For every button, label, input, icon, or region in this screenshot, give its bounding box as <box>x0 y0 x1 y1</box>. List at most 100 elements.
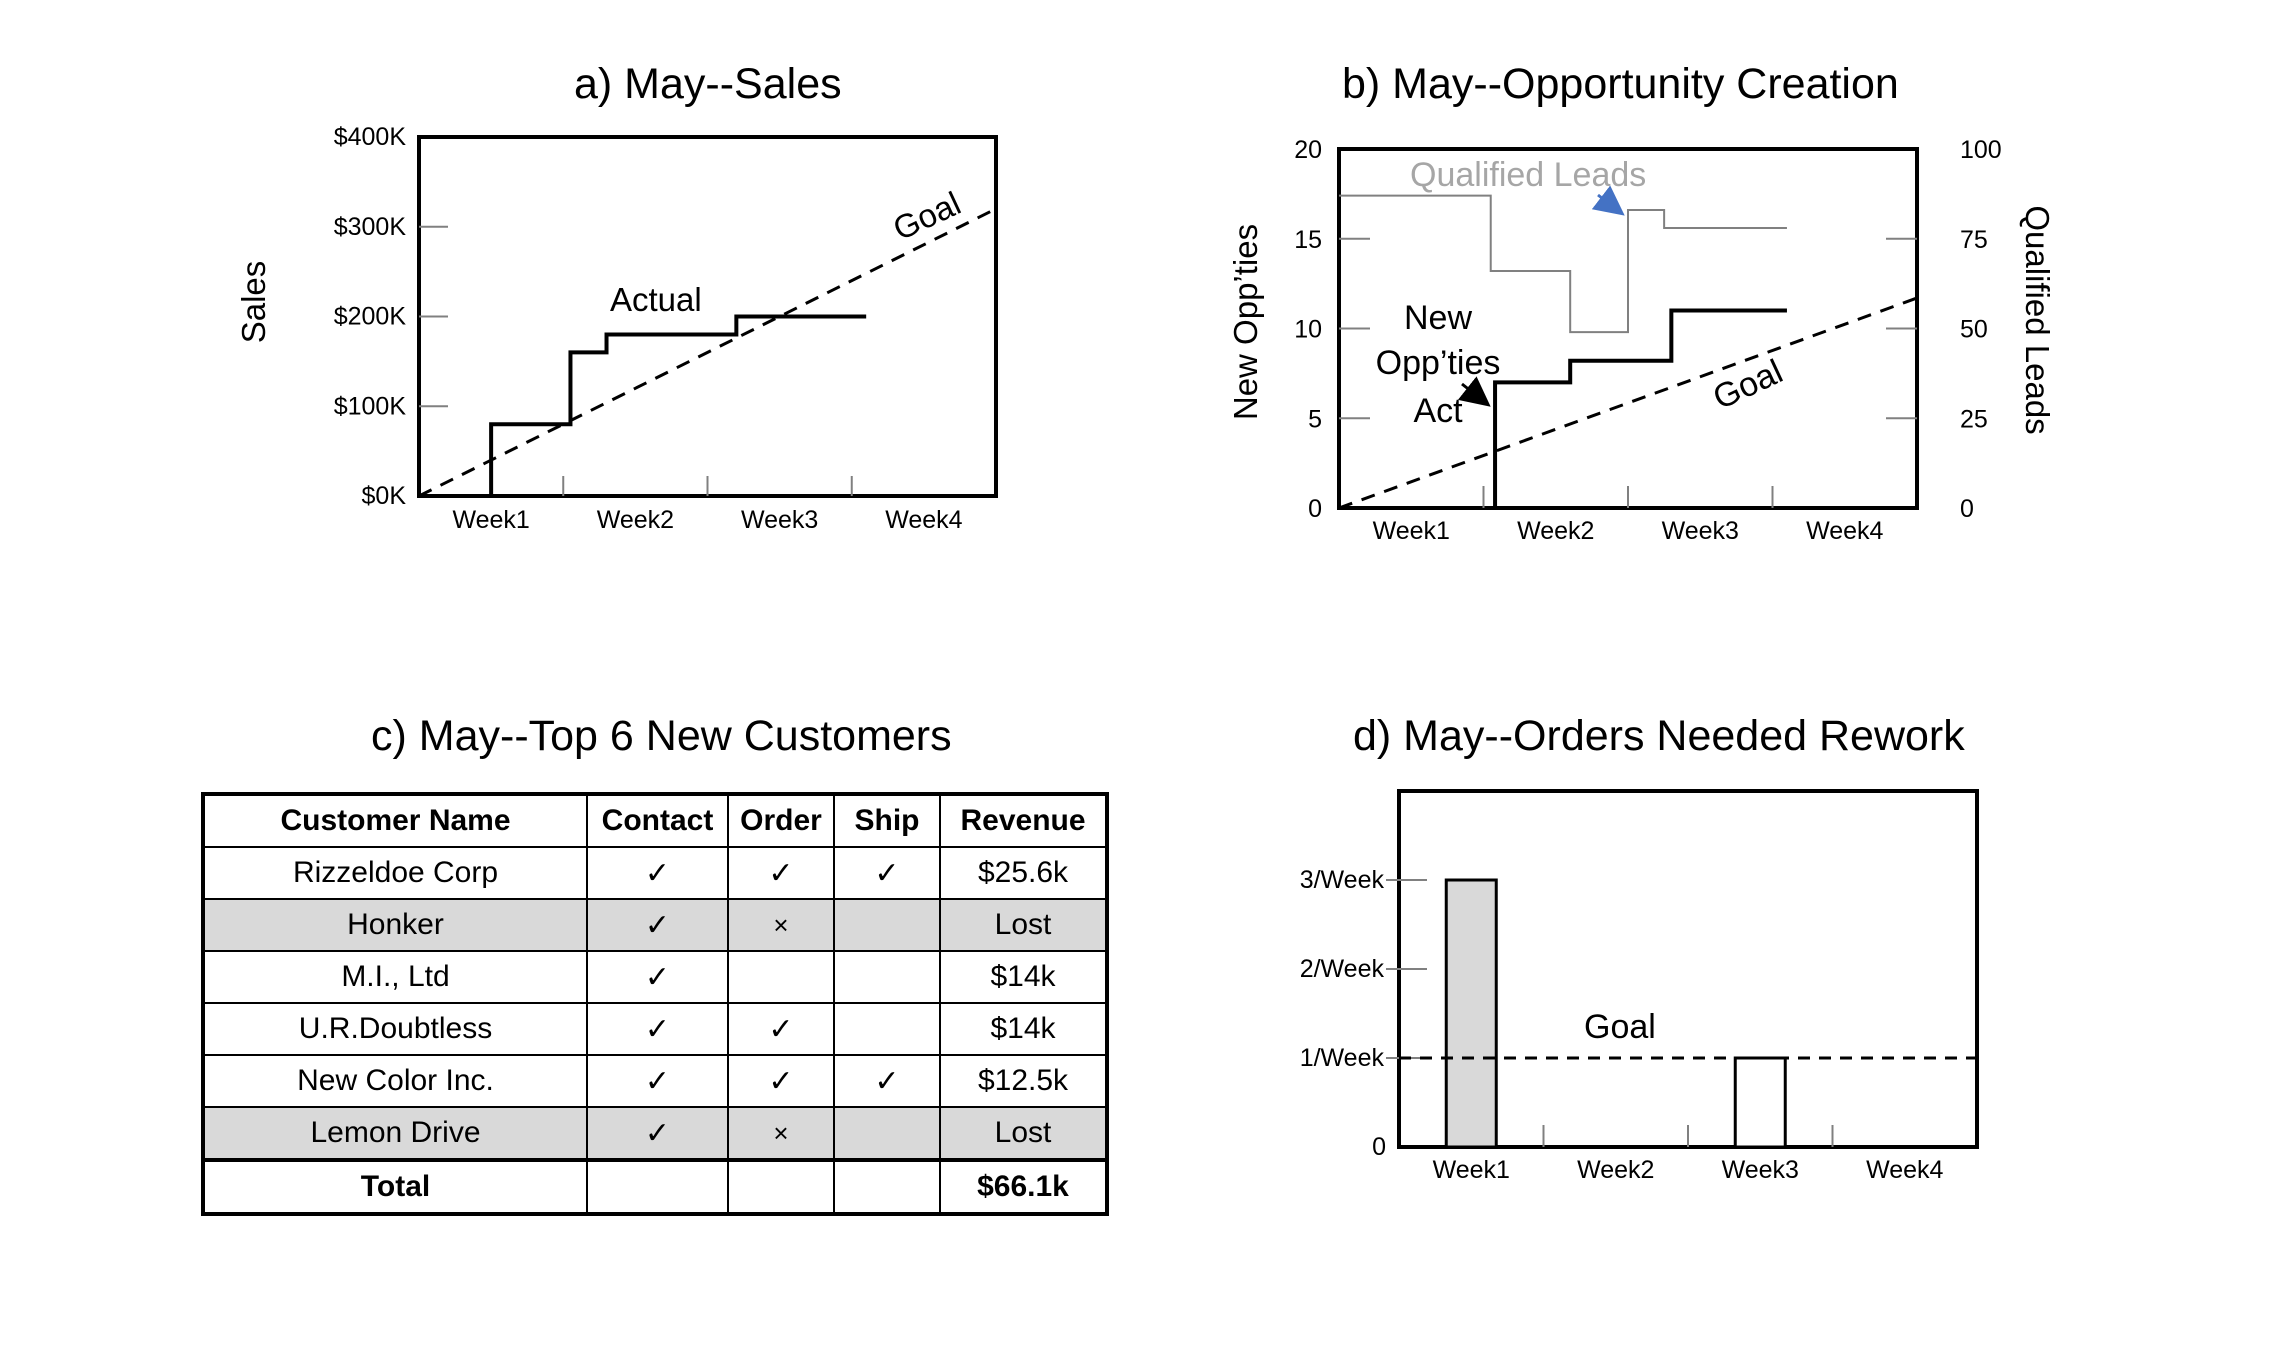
table-row: U.R.Doubtless ✓ ✓ $14k <box>202 1002 1108 1056</box>
status-cell: ✓ <box>586 1106 729 1161</box>
cross-icon: × <box>773 910 789 940</box>
revenue-cell: $25.6k <box>939 846 1108 900</box>
cross-icon: × <box>773 1118 789 1148</box>
table-row: Lemon Drive ✓ × Lost <box>202 1106 1108 1161</box>
status-cell: ✓ <box>586 1054 729 1108</box>
empty-cell <box>833 1158 941 1215</box>
status-cell: ✓ <box>727 846 835 900</box>
table-row: New Color Inc. ✓ ✓ ✓ $12.5k <box>202 1054 1108 1108</box>
x-tick-label: Week2 <box>1517 517 1594 545</box>
qualified-leads-arrow <box>1591 185 1625 216</box>
empty-cell <box>727 1158 835 1215</box>
check-icon: ✓ <box>768 1012 794 1046</box>
y-tick-label: 5 <box>1308 405 1322 433</box>
new-opps-line <box>1493 308 1787 508</box>
revenue-value: $25.6k <box>977 856 1069 889</box>
y-tick-label: 3/Week <box>1300 866 1385 894</box>
sales-chart-title: a) May--Sales <box>574 60 842 108</box>
column-header: Contact <box>586 793 729 848</box>
opportunity-chart: 0 5 10 15 20 0 25 50 75 100 Week1 Week2 Week3 Week4 Ne… <box>1227 136 2056 545</box>
rework-chart: 0 1/Week 2/Week 3/Week Week1 Week2 Week3 Week4 G… <box>1300 866 1977 1184</box>
y-tick-label: $100K <box>334 392 407 420</box>
customer-name-cell: New Color Inc. <box>202 1054 588 1108</box>
sales-plot-frame <box>417 135 998 498</box>
check-icon: ✓ <box>644 1064 671 1098</box>
revenue-cell: $12.5k <box>939 1054 1108 1108</box>
status-cell: ✓ <box>586 950 729 1004</box>
status-cell: ✓ <box>586 1002 729 1056</box>
x-tick-label: Week1 <box>452 506 529 534</box>
goal-line <box>1338 296 1918 510</box>
column-header: Customer Name <box>202 793 588 848</box>
empty-cell <box>586 1158 729 1215</box>
qualified-leads-line <box>1339 194 1787 334</box>
x-tick-label: Week3 <box>1662 517 1739 545</box>
customer-name-cell: Lemon Drive <box>202 1106 588 1161</box>
x-tick-label: Week4 <box>885 506 962 534</box>
revenue-cell: $14k <box>939 1002 1108 1056</box>
bar <box>1733 1056 1787 1149</box>
rework-chart-title: d) May--Orders Needed Rework <box>1353 712 1965 760</box>
y-tick-label: 1/Week <box>1300 1044 1385 1072</box>
status-cell <box>833 950 941 1004</box>
y-tick-label: $300K <box>334 213 407 241</box>
x-tick-label: Week3 <box>1722 1156 1799 1184</box>
status-cell <box>833 1106 941 1161</box>
total-revenue: $66.1k <box>939 1158 1108 1215</box>
check-icon: ✓ <box>644 960 671 994</box>
status-cell: ✓ <box>727 1002 835 1056</box>
customers-table-title: c) May--Top 6 New Customers <box>371 712 952 760</box>
x-tick-label: Week2 <box>1577 1156 1654 1184</box>
sales-chart: $0K $100K $200K $300K $400K Week1 Week2 Week3 We… <box>235 123 997 534</box>
column-header: Ship <box>833 793 941 848</box>
x-tick-label: Week3 <box>741 506 818 534</box>
status-cell: × <box>727 1106 835 1161</box>
revenue-value: $12.5k <box>977 1064 1069 1097</box>
y2-tick-label: 50 <box>1960 316 1988 344</box>
x-tick-label: Week1 <box>1433 1156 1510 1184</box>
customer-name: New Color Inc. <box>297 1064 494 1097</box>
x-tick-label: Week4 <box>1866 1156 1943 1184</box>
table-total-row: Total $66.1k <box>202 1158 1108 1215</box>
total-label: Total <box>202 1158 588 1215</box>
status-cell: ✓ <box>833 1054 941 1108</box>
actual-annotation: Actual <box>610 281 702 318</box>
new-opps-annotation-line3: Act <box>1413 392 1463 430</box>
customer-name-cell: M.I., Ltd <box>202 950 588 1004</box>
customer-name: Honker <box>347 908 444 941</box>
table-row: Rizzeldoe Corp ✓ ✓ ✓ $25.6k <box>202 846 1108 900</box>
status-cell <box>833 1002 941 1056</box>
column-header: Revenue <box>939 793 1108 848</box>
check-icon: ✓ <box>644 1116 671 1150</box>
goal-annotation: Goal <box>887 184 966 247</box>
status-cell: ✓ <box>586 846 729 900</box>
status-cell <box>727 950 835 1004</box>
customer-name-cell: Honker <box>202 898 588 952</box>
customer-name: Rizzeldoe Corp <box>292 856 499 889</box>
customers-table: Customer Name Contact Order Ship Revenue… <box>201 792 1109 1216</box>
status-cell: ✓ <box>833 846 941 900</box>
revenue-value: $14k <box>990 960 1056 993</box>
x-tick-label: Week2 <box>597 506 674 534</box>
revenue-value: $14k <box>990 1012 1056 1045</box>
check-icon: ✓ <box>874 1064 900 1098</box>
check-icon: ✓ <box>768 856 794 890</box>
y-axis-label: New Opp’ties <box>1227 224 1264 420</box>
revenue-cell: $14k <box>939 950 1108 1004</box>
y-tick-label: $0K <box>362 482 407 510</box>
check-icon: ✓ <box>644 908 671 942</box>
y2-tick-label: 75 <box>1960 226 1988 254</box>
column-header: Order <box>727 793 835 848</box>
goal-annotation: Goal <box>1707 352 1788 417</box>
y2-axis-label: Qualified Leads <box>2019 205 2056 434</box>
y2-tick-label: 25 <box>1960 405 1988 433</box>
customer-name-cell: Rizzeldoe Corp <box>202 846 588 900</box>
new-opps-annotation-line1: New <box>1404 299 1472 337</box>
y2-tick-label: 100 <box>1960 136 2002 164</box>
customer-name: U.R.Doubtless <box>298 1012 493 1045</box>
x-tick-label: Week1 <box>1373 517 1450 545</box>
y-tick-label: $200K <box>334 303 407 331</box>
y-tick-label: 0 <box>1372 1133 1386 1161</box>
table-row: M.I., Ltd ✓ $14k <box>202 950 1108 1004</box>
